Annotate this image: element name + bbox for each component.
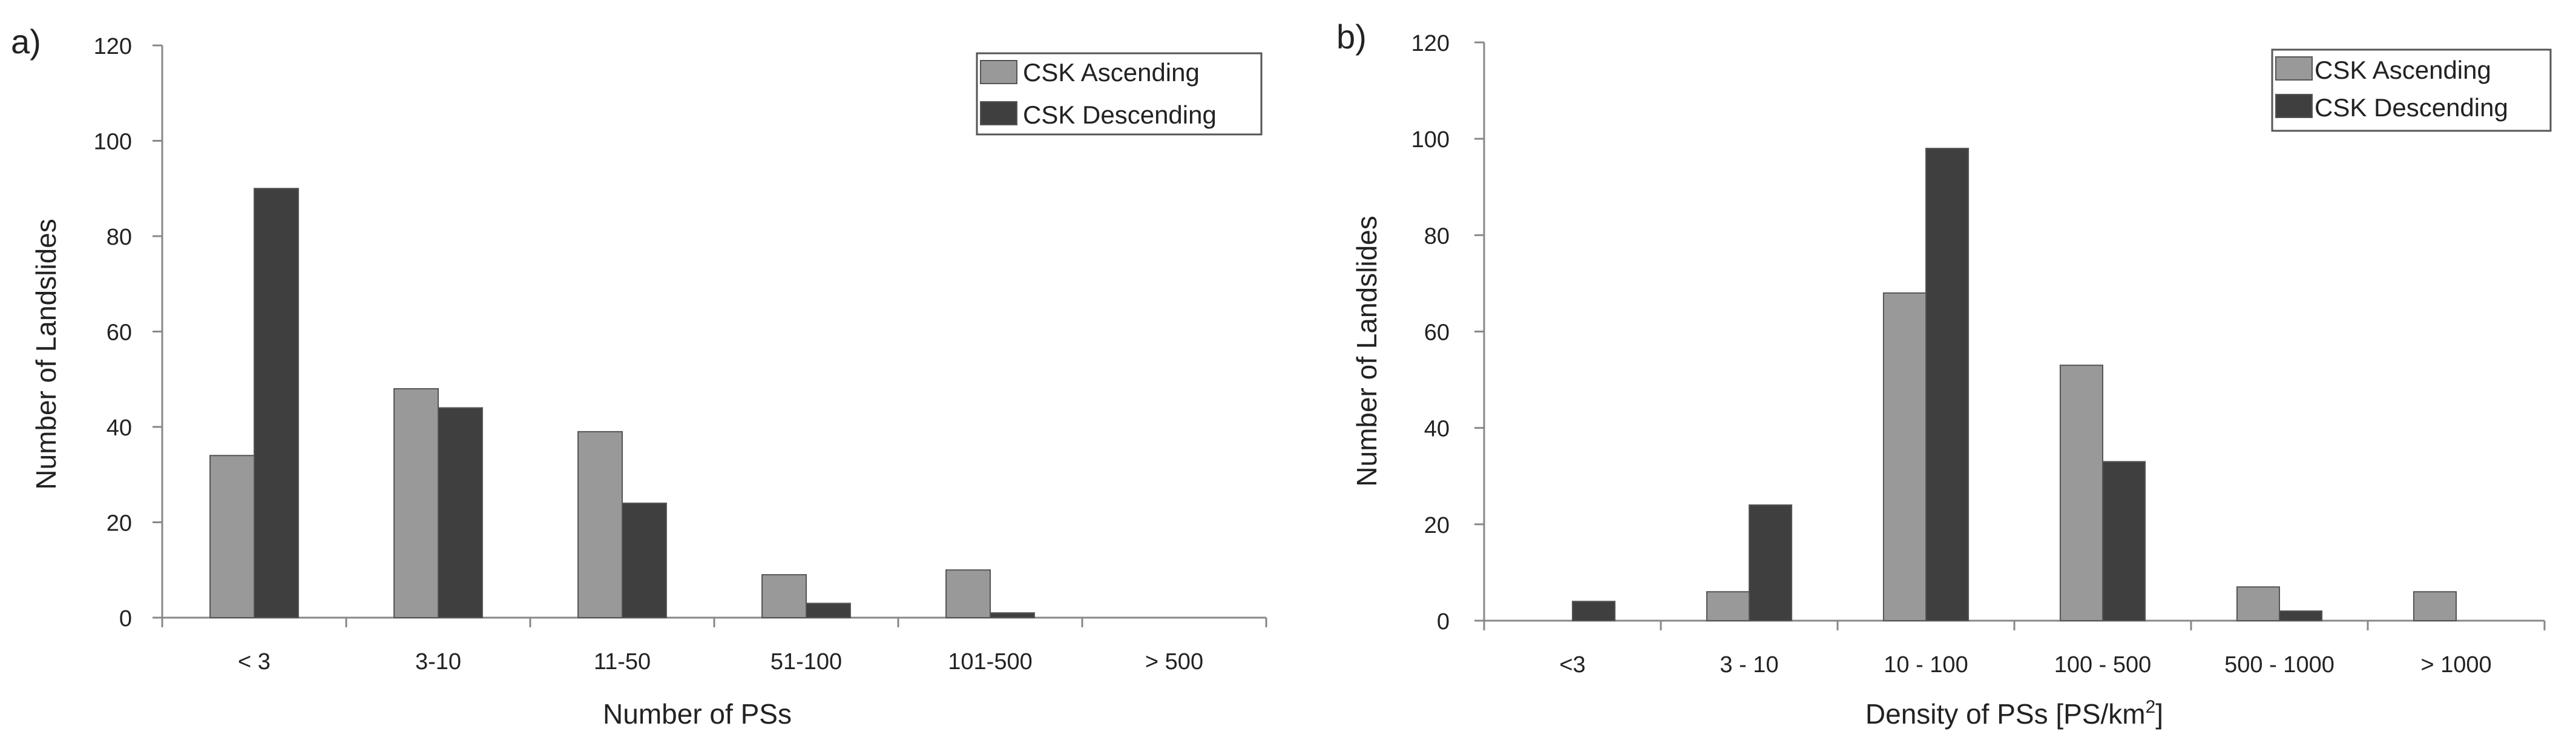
legend-a: CSK Ascending CSK Descending bbox=[976, 52, 1263, 136]
legend-swatch-ascending-a bbox=[980, 60, 1017, 84]
legend-swatch-descending-b bbox=[2275, 94, 2313, 118]
panel-label-a: a) bbox=[11, 22, 41, 61]
y-tick-label-a: 120 bbox=[94, 34, 132, 59]
bar-ascending-a bbox=[761, 574, 807, 618]
bar-descending-b bbox=[1925, 148, 1970, 622]
chart-b: b) Number of Landslides Density of PSs [… bbox=[1336, 18, 2552, 730]
x-tick-label-a: > 500 bbox=[1145, 649, 1203, 675]
bar-ascending-a bbox=[209, 455, 255, 618]
x-tick-label-b: <3 bbox=[1559, 652, 1585, 678]
legend-swatch-ascending-b bbox=[2275, 56, 2313, 81]
x-axis-label-b-main: Density of PSs [PS/km bbox=[1865, 698, 2146, 730]
bar-descending-a bbox=[990, 612, 1035, 618]
y-tick-label-b: 60 bbox=[1424, 320, 1450, 346]
bar-ascending-b bbox=[2059, 365, 2103, 621]
tick-labels-a: 0 20 40 60 80 100 120 < 3 3-10 11-50 51-100 101-500… bbox=[94, 34, 1203, 675]
bar-descending-a bbox=[254, 188, 299, 618]
x-axis-label-b-end: ] bbox=[2155, 698, 2163, 730]
x-axis-label-a: Number of PSs bbox=[603, 698, 792, 730]
x-tick-label-b: 3 - 10 bbox=[1720, 652, 1778, 678]
bars-a bbox=[209, 188, 1035, 618]
y-tick-label-b: 0 bbox=[1437, 609, 1450, 635]
bar-descending-a bbox=[622, 503, 667, 618]
x-axis-label-b-sup: 2 bbox=[2146, 697, 2156, 717]
legend-swatch-descending-a bbox=[980, 101, 1017, 125]
legend-box-a bbox=[976, 52, 1263, 136]
bar-descending-a bbox=[438, 407, 483, 618]
x-tick-label-a: < 3 bbox=[238, 649, 271, 675]
axes-b bbox=[1474, 41, 2546, 630]
legend-b: CSK Ascending CSK Descending bbox=[2271, 48, 2552, 132]
x-tick-label-a: 101-500 bbox=[948, 649, 1032, 675]
legend-label-descending-b: CSK Descending bbox=[2315, 93, 2508, 122]
y-tick-label-a: 60 bbox=[107, 320, 132, 346]
y-axis-label-b: Number of Landslides bbox=[1351, 216, 1382, 486]
bar-ascending-b bbox=[1882, 292, 1927, 622]
x-tick-label-b: > 1000 bbox=[2420, 652, 2491, 678]
legend-label-ascending-b: CSK Ascending bbox=[2315, 56, 2491, 84]
bar-ascending-b bbox=[2236, 586, 2280, 622]
chart-a: a) Number of Landslides Number of PSs 0 2… bbox=[11, 22, 1267, 730]
bar-ascending-a bbox=[945, 569, 991, 618]
tick-labels-b: 0 20 40 60 80 100 120 <3 3 - 10 10 - 100 100 - 500… bbox=[1411, 31, 2492, 678]
y-tick-label-a: 40 bbox=[107, 415, 132, 441]
x-tick-label-b: 500 - 1000 bbox=[2224, 652, 2334, 678]
bar-ascending-b bbox=[1706, 591, 1750, 621]
y-tick-label-a: 20 bbox=[107, 511, 132, 537]
y-tick-label-a: 100 bbox=[94, 130, 132, 155]
bar-descending-b bbox=[1749, 504, 1793, 621]
x-tick-label-a: 51-100 bbox=[770, 649, 842, 675]
bar-ascending-b bbox=[2413, 591, 2457, 621]
x-tick-label-a: 11-50 bbox=[594, 649, 651, 675]
legend-label-ascending-a: CSK Ascending bbox=[1023, 58, 1200, 87]
y-tick-label-b: 120 bbox=[1411, 31, 1450, 56]
bar-ascending-a bbox=[577, 431, 623, 618]
axes-a bbox=[153, 44, 1267, 627]
y-tick-label-a: 80 bbox=[107, 225, 132, 250]
y-tick-label-b: 40 bbox=[1424, 417, 1450, 442]
y-axis-label-a: Number of Landslides bbox=[30, 219, 62, 489]
panel-label-b: b) bbox=[1336, 18, 1367, 56]
y-tick-label-a: 0 bbox=[119, 606, 132, 632]
bar-descending-b bbox=[2102, 461, 2146, 621]
bars-b bbox=[1572, 148, 2457, 622]
x-tick-label-b: 10 - 100 bbox=[1884, 652, 1968, 678]
bar-descending-b bbox=[1572, 601, 1616, 622]
y-tick-label-b: 100 bbox=[1411, 127, 1450, 153]
x-tick-label-a: 3-10 bbox=[415, 649, 461, 675]
y-tick-label-b: 20 bbox=[1424, 513, 1450, 538]
legend-label-descending-a: CSK Descending bbox=[1023, 101, 1217, 129]
bar-descending-a bbox=[806, 603, 851, 618]
x-axis-label-b: Density of PSs [PS/km2] bbox=[1865, 697, 2163, 730]
x-tick-label-b: 100 - 500 bbox=[2054, 652, 2152, 678]
bar-ascending-a bbox=[393, 388, 439, 618]
bar-descending-b bbox=[2279, 610, 2323, 621]
legend-box-b bbox=[2271, 48, 2552, 132]
y-tick-label-b: 80 bbox=[1424, 223, 1450, 249]
